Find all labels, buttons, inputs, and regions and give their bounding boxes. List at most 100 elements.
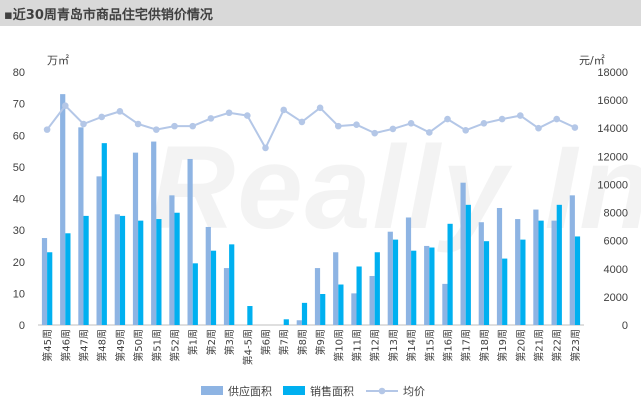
bar-supply bbox=[151, 141, 157, 325]
right-tick-label: 8000 bbox=[604, 208, 628, 220]
legend-label-sales: 销售面积 bbox=[310, 384, 354, 398]
x-tick-label: 第46周 bbox=[59, 329, 72, 362]
avg-price-point bbox=[553, 115, 560, 123]
bar-sales bbox=[574, 236, 581, 325]
x-tick-label: 第18周 bbox=[478, 329, 491, 362]
x-tick-label: 第21周 bbox=[533, 329, 546, 362]
bar-supply bbox=[296, 320, 302, 325]
bar-supply bbox=[405, 217, 412, 325]
left-tick-label: 10 bbox=[13, 288, 25, 300]
bar-supply bbox=[442, 283, 448, 325]
avg-price-point bbox=[153, 126, 160, 133]
x-tick-label: 第16周 bbox=[442, 329, 455, 362]
bar-sales bbox=[556, 204, 562, 325]
bar-sales bbox=[483, 241, 490, 325]
bar-supply bbox=[460, 182, 466, 325]
avg-price-point bbox=[116, 108, 124, 115]
avg-price-point bbox=[225, 109, 233, 117]
left-tick-label: 20 bbox=[13, 257, 25, 269]
avg-price-point bbox=[43, 126, 51, 133]
bar-supply bbox=[187, 158, 193, 325]
avg-price-point bbox=[171, 122, 178, 130]
avg-price-point bbox=[480, 120, 488, 127]
right-tick-label: 14000 bbox=[597, 123, 628, 135]
x-tick-label: 第3周 bbox=[223, 329, 236, 355]
avg-price-point bbox=[189, 122, 196, 130]
bar-supply bbox=[205, 226, 211, 325]
x-tick-label: 第51周 bbox=[150, 329, 163, 362]
x-tick-label: 第45周 bbox=[41, 329, 54, 362]
bar-supply bbox=[424, 245, 430, 325]
bar-supply bbox=[114, 214, 120, 325]
bar-sales bbox=[520, 239, 526, 325]
bar-sales bbox=[502, 258, 508, 325]
right-tick-label: 6000 bbox=[604, 236, 628, 248]
avg-price-point bbox=[80, 120, 87, 128]
bar-sales bbox=[119, 215, 126, 325]
bar-supply bbox=[351, 293, 357, 325]
bar-supply bbox=[533, 209, 539, 325]
x-tick-label: 第15周 bbox=[423, 329, 436, 362]
avg-price-point bbox=[517, 112, 524, 119]
x-tick-label: 第52周 bbox=[169, 329, 182, 362]
avg-price-point bbox=[444, 115, 451, 123]
left-tick-label: 60 bbox=[13, 130, 25, 142]
legend-label-avg: 均价 bbox=[403, 385, 425, 398]
right-axis-unit: 元/㎡ bbox=[579, 54, 605, 67]
right-tick-label: 12000 bbox=[597, 151, 628, 163]
x-tick-label: 第48周 bbox=[96, 329, 109, 362]
x-tick-label: 第19周 bbox=[496, 329, 509, 362]
bar-supply bbox=[169, 195, 175, 325]
bar-sales bbox=[447, 223, 453, 325]
avg-price-line bbox=[46, 104, 576, 151]
right-tick-label: 10000 bbox=[597, 179, 628, 191]
bar-sales bbox=[392, 239, 399, 325]
avg-price-point bbox=[207, 115, 215, 122]
avg-price-point bbox=[262, 144, 269, 152]
chart-title: ▪近30周青岛市商品住宅供销价情况 bbox=[4, 8, 213, 23]
x-tick-label: 第50周 bbox=[132, 329, 145, 362]
x-tick-label: 第6周 bbox=[260, 329, 273, 355]
bar-sales bbox=[374, 252, 380, 325]
avg-price-point bbox=[316, 104, 324, 112]
bar-sales bbox=[429, 247, 435, 325]
x-tick-label: 第7周 bbox=[278, 329, 291, 355]
bar-supply bbox=[60, 94, 66, 325]
bar-sales bbox=[356, 266, 362, 325]
legend-swatch-sales bbox=[283, 386, 305, 395]
legend-swatch-supply bbox=[201, 386, 223, 395]
avg-price-point bbox=[298, 118, 306, 126]
left-tick-label: 30 bbox=[13, 225, 25, 237]
bar-supply bbox=[41, 238, 48, 325]
avg-price-point bbox=[571, 124, 579, 131]
avg-price-point bbox=[280, 106, 288, 114]
avg-price-point bbox=[244, 112, 251, 119]
right-tick-label: 4000 bbox=[604, 264, 628, 276]
x-tick-label: 第49周 bbox=[114, 329, 127, 362]
legend-label-supply: 供应面积 bbox=[228, 384, 272, 398]
avg-price-point bbox=[134, 120, 142, 128]
avg-price-point bbox=[371, 129, 379, 137]
x-tick-label: 第47周 bbox=[78, 329, 91, 362]
right-tick-label: 18000 bbox=[597, 67, 628, 79]
bar-sales bbox=[465, 204, 471, 325]
left-tick-label: 80 bbox=[13, 67, 25, 79]
bar-sales bbox=[229, 244, 235, 325]
bar-supply bbox=[78, 127, 84, 325]
bar-supply bbox=[515, 219, 521, 325]
right-tick-label: 0 bbox=[622, 320, 628, 332]
left-tick-label: 50 bbox=[13, 162, 25, 174]
left-axis-unit: 万㎡ bbox=[47, 54, 69, 67]
x-tick-label: 第9周 bbox=[314, 329, 327, 355]
bar-sales bbox=[210, 250, 217, 325]
bar-supply bbox=[333, 252, 339, 325]
bar-supply bbox=[496, 207, 503, 325]
bar-sales bbox=[338, 284, 344, 325]
x-tick-label: 第20周 bbox=[514, 329, 527, 362]
x-tick-label: 第17周 bbox=[460, 329, 473, 362]
avg-price-point bbox=[353, 121, 360, 129]
x-tick-label: 第4-5周 bbox=[241, 329, 254, 365]
x-tick-label: 第23周 bbox=[569, 329, 582, 362]
right-tick-label: 2000 bbox=[604, 292, 628, 304]
x-tick-label: 第11周 bbox=[351, 329, 364, 362]
